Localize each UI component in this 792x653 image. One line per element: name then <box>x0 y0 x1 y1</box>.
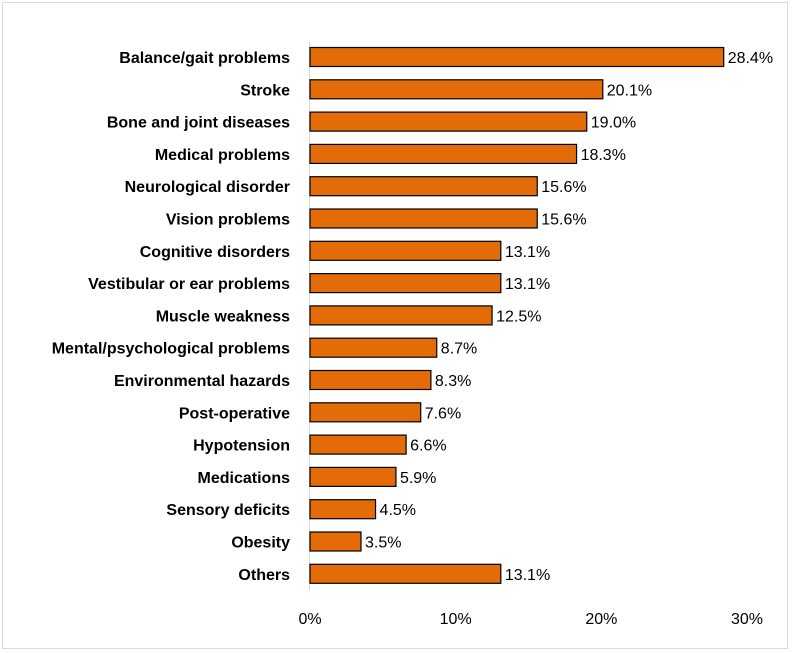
category-label: Post-operative <box>179 405 290 422</box>
category-label: Hypotension <box>193 438 290 455</box>
x-tick-label: 0% <box>298 611 321 628</box>
category-label: Stroke <box>240 82 290 99</box>
data-label: 6.6% <box>410 438 446 455</box>
category-label: Others <box>238 567 290 584</box>
data-label: 5.9% <box>400 470 436 487</box>
data-label: 20.1% <box>607 82 652 99</box>
category-label: Mental/psychological problems <box>52 341 290 358</box>
data-label: 18.3% <box>581 147 626 164</box>
category-label: Bone and joint diseases <box>107 115 290 132</box>
data-label: 4.5% <box>380 502 416 519</box>
bar <box>309 337 438 358</box>
bar <box>309 466 397 487</box>
category-label: Neurological disorder <box>125 179 290 196</box>
x-tick-label: 20% <box>585 611 617 628</box>
category-label: Vestibular or ear problems <box>88 276 290 293</box>
bar <box>309 402 422 423</box>
bar <box>309 143 578 164</box>
category-label: Muscle weakness <box>156 308 290 325</box>
bar <box>309 434 407 455</box>
data-label: 28.4% <box>728 50 773 67</box>
bar <box>309 79 604 100</box>
bar <box>309 208 538 229</box>
bars <box>309 46 725 584</box>
category-labels: Balance/gait problems Stroke Bone and join… <box>52 50 290 584</box>
data-label: 13.1% <box>505 567 550 584</box>
category-label: Medical problems <box>155 147 290 164</box>
data-label: 12.5% <box>496 308 541 325</box>
bar <box>309 305 493 326</box>
category-label: Environmental hazards <box>114 373 290 390</box>
category-label: Sensory deficits <box>166 502 290 519</box>
category-label: Medications <box>198 470 291 487</box>
x-tick-label: 10% <box>440 611 472 628</box>
data-label: 3.5% <box>365 535 401 552</box>
category-label: Cognitive disorders <box>140 244 290 261</box>
bar <box>309 531 362 552</box>
data-label: 8.3% <box>435 373 471 390</box>
data-labels: 28.4% 20.1% 19.0% 18.3% 15.6% 15.6% 13.1% 13.1%… <box>365 50 773 584</box>
data-label: 15.6% <box>541 212 586 229</box>
x-axis-ticks: 0% 10% 20% 30% <box>298 611 763 628</box>
data-label: 13.1% <box>505 244 550 261</box>
bar <box>309 563 502 584</box>
data-label: 13.1% <box>505 276 550 293</box>
category-label: Balance/gait problems <box>119 50 290 67</box>
data-label: 15.6% <box>541 179 586 196</box>
bar <box>309 273 502 294</box>
data-label: 19.0% <box>591 115 636 132</box>
x-tick-label: 30% <box>731 611 763 628</box>
bar <box>309 111 588 132</box>
bar <box>309 369 432 391</box>
category-label: Vision problems <box>166 212 290 229</box>
data-label: 7.6% <box>425 405 461 422</box>
data-label: 8.7% <box>441 341 477 358</box>
bar <box>309 499 377 520</box>
bar <box>309 46 725 68</box>
category-label: Obesity <box>231 535 290 552</box>
bar <box>309 176 538 197</box>
bar <box>309 240 502 261</box>
